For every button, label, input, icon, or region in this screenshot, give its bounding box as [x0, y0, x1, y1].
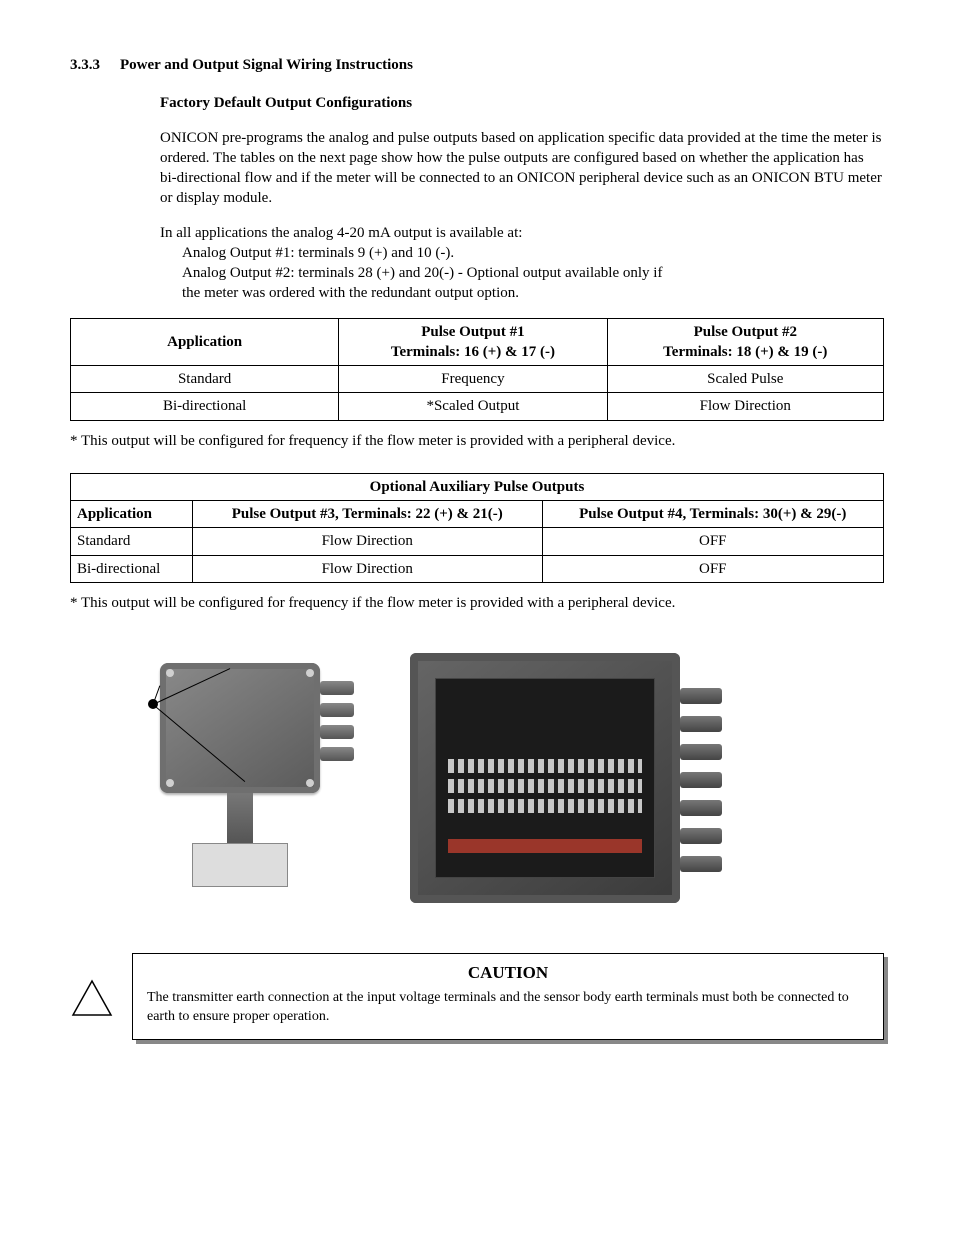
- paragraph-intro: ONICON pre-programs the analog and pulse…: [160, 128, 884, 209]
- col-application: Application: [71, 501, 193, 528]
- section-heading: 3.3.3 Power and Output Signal Wiring Ins…: [70, 55, 884, 75]
- aux-table-title-row: Optional Auxiliary Pulse Outputs: [71, 473, 884, 500]
- col-pulse3: Pulse Output #3, Terminals: 22 (+) & 21(…: [192, 501, 542, 528]
- footnote-2: * This output will be configured for fre…: [70, 593, 884, 613]
- transmitter-interior-photo: [410, 653, 710, 913]
- caution-text: The transmitter earth connection at the …: [147, 989, 869, 1027]
- subsection-heading: Factory Default Output Configurations: [160, 93, 884, 113]
- photo-row: [70, 653, 884, 913]
- col-application: Application: [71, 318, 339, 366]
- analog-line-1: In all applications the analog 4-20 mA o…: [160, 225, 522, 241]
- col-pulse2: Pulse Output #2 Terminals: 18 (+) & 19 (…: [607, 318, 883, 366]
- table-row: Standard Flow Direction OFF: [71, 528, 884, 555]
- paragraph-analog: In all applications the analog 4-20 mA o…: [160, 223, 884, 304]
- transmitter-exterior-photo: [130, 653, 350, 893]
- table-header-row: Application Pulse Output #3, Terminals: …: [71, 501, 884, 528]
- caution-box: CAUTION The transmitter earth connection…: [132, 953, 884, 1040]
- analog-line-4: the meter was ordered with the redundant…: [160, 285, 519, 301]
- section-number: 3.3.3: [70, 55, 100, 75]
- col-pulse4: Pulse Output #4, Terminals: 30(+) & 29(-…: [542, 501, 883, 528]
- table-row: Bi-directional Flow Direction OFF: [71, 555, 884, 582]
- analog-line-3: Analog Output #2: terminals 28 (+) and 2…: [160, 265, 662, 281]
- footnote-1: * This output will be configured for fre…: [70, 431, 884, 451]
- table-row: Standard Frequency Scaled Pulse: [71, 366, 884, 393]
- section-title: Power and Output Signal Wiring Instructi…: [120, 55, 413, 75]
- col-pulse1: Pulse Output #1 Terminals: 16 (+) & 17 (…: [339, 318, 607, 366]
- analog-line-2: Analog Output #1: terminals 9 (+) and 10…: [160, 245, 454, 261]
- pulse-output-table: Application Pulse Output #1 Terminals: 1…: [70, 318, 884, 421]
- caution-block: CAUTION The transmitter earth connection…: [70, 953, 884, 1040]
- table-row: Bi-directional *Scaled Output Flow Direc…: [71, 393, 884, 420]
- table-header-row: Application Pulse Output #1 Terminals: 1…: [71, 318, 884, 366]
- aux-pulse-output-table: Optional Auxiliary Pulse Outputs Applica…: [70, 473, 884, 583]
- warning-triangle-icon: [70, 978, 114, 1018]
- caution-title: CAUTION: [147, 962, 869, 985]
